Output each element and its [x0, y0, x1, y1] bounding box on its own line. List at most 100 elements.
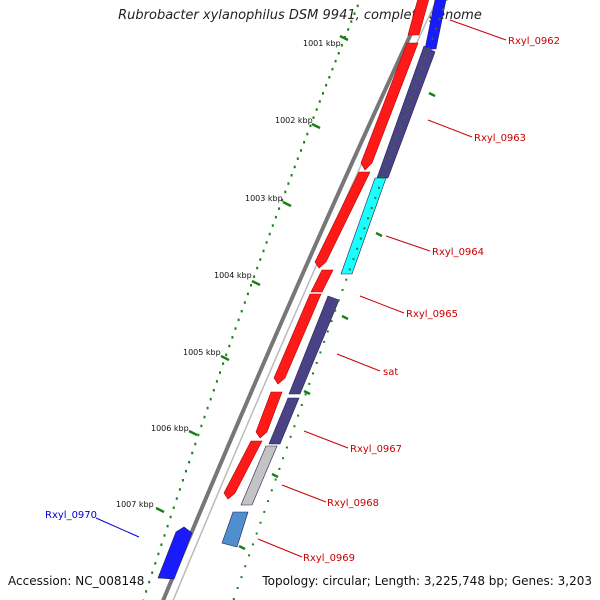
position-dot	[246, 292, 249, 296]
position-dot	[359, 237, 362, 240]
gene-label: Rxyl_0970	[45, 510, 97, 521]
position-dot	[348, 268, 351, 271]
position-dot	[234, 327, 237, 330]
forward-cds-track	[223, 0, 429, 500]
position-dot	[237, 318, 240, 322]
position-dot	[312, 372, 314, 375]
tick-mark	[282, 200, 292, 208]
position-dot	[334, 59, 337, 63]
position-dot	[262, 249, 265, 253]
position-dot	[197, 433, 200, 437]
accession-text: Accession: NC_008148	[8, 574, 145, 588]
position-dot	[445, 0, 448, 1]
position-dot	[268, 232, 271, 236]
position-dot	[169, 515, 172, 519]
leader-line	[257, 538, 303, 558]
position-dot	[442, 8, 444, 11]
position-dot	[200, 424, 203, 428]
label-leaders	[95, 19, 507, 558]
position-dot	[185, 469, 187, 473]
position-dot	[424, 57, 427, 60]
tick-mark	[271, 472, 279, 479]
kbp-label: 1003 kbp	[245, 194, 283, 203]
cds-block-reverse-blue	[424, 0, 447, 50]
position-dot	[145, 590, 148, 593]
tick-mark	[251, 279, 261, 287]
gene-label: Rxyl_0969	[303, 553, 355, 564]
position-dot	[271, 224, 274, 227]
position-dot	[300, 404, 303, 406]
position-dot	[236, 587, 239, 589]
position-dot	[281, 199, 284, 202]
cds-block-forward	[223, 440, 263, 500]
position-dot	[154, 562, 157, 565]
position-dot	[293, 165, 296, 169]
backbone-arc	[161, 0, 429, 600]
position-dot	[315, 361, 318, 364]
position-dot	[297, 414, 300, 417]
leader-line	[449, 19, 507, 41]
position-dot	[244, 565, 247, 568]
position-dot	[296, 157, 299, 160]
position-dot	[255, 532, 258, 535]
leader-line	[303, 430, 349, 449]
cds-block-forward	[360, 42, 419, 171]
position-dot	[240, 309, 243, 313]
position-dot	[319, 351, 322, 354]
tick-mark	[428, 91, 436, 98]
position-dot	[309, 124, 312, 128]
position-dot	[300, 149, 302, 152]
position-dot	[232, 598, 235, 600]
position-dot	[381, 176, 384, 179]
map-title: Rubrobacter xylanophilus DSM 9941, compl…	[118, 8, 482, 23]
position-dot	[265, 241, 268, 244]
position-dot	[240, 576, 243, 579]
position-dot	[293, 425, 296, 428]
cds-block-rxyl-0970	[157, 526, 193, 580]
position-dot	[337, 52, 340, 55]
gene-label: sat	[383, 367, 398, 378]
position-dot	[356, 247, 359, 250]
tick-mark	[155, 506, 165, 514]
position-dot	[256, 266, 259, 270]
position-dot	[337, 299, 340, 302]
position-dot	[188, 460, 191, 464]
position-dot	[303, 141, 306, 144]
position-dot	[290, 174, 293, 177]
position-dot	[253, 275, 256, 278]
reverse-cds-track	[157, 0, 447, 580]
tick-mark	[238, 544, 246, 551]
leader-line	[385, 235, 431, 252]
tick-mark	[375, 231, 383, 238]
position-dot	[267, 500, 270, 503]
position-dot	[263, 510, 266, 513]
cds-block-forward	[255, 391, 283, 439]
gene-label: Rxyl_0962	[508, 36, 560, 47]
gene-label: Rxyl_0965	[406, 309, 458, 320]
position-dot	[270, 489, 273, 492]
position-dot	[206, 406, 209, 410]
position-dot	[410, 96, 413, 99]
tick-mark	[303, 389, 311, 396]
position-dot	[231, 336, 234, 339]
position-dot	[312, 116, 315, 119]
tick-mark	[188, 429, 198, 437]
kbp-label: 1002 kbp	[275, 116, 313, 125]
position-dot	[395, 136, 398, 139]
summary-text: Topology: circular; Length: 3,225,748 bp…	[262, 574, 592, 588]
position-dot	[322, 92, 324, 95]
tick-marks	[155, 34, 436, 551]
position-dot	[403, 116, 405, 119]
position-dot	[347, 28, 350, 31]
position-dot	[431, 37, 434, 40]
position-dot	[194, 442, 197, 446]
position-dot	[157, 552, 160, 556]
tick-mark	[341, 314, 349, 321]
position-dot	[175, 497, 178, 500]
cds-block-forward	[407, 0, 429, 36]
position-dot	[278, 467, 281, 470]
position-dot	[282, 457, 285, 460]
position-dot	[328, 76, 331, 79]
gene-label: Rxyl_0963	[474, 133, 526, 144]
